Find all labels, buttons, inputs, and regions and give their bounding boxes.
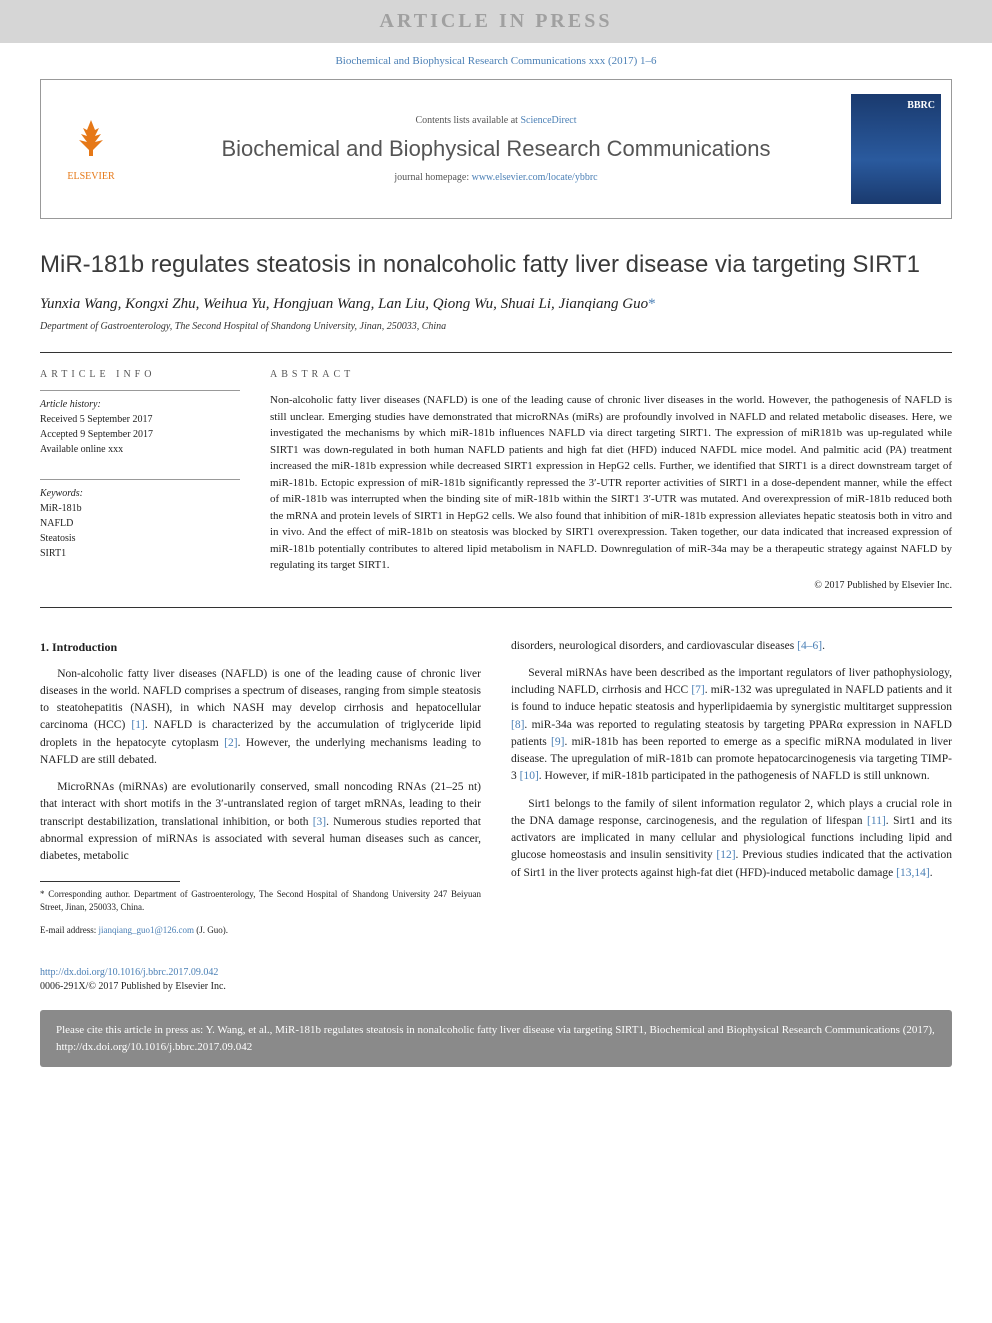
- p3b: .: [822, 640, 825, 652]
- article-in-press-banner: ARTICLE IN PRESS: [0, 0, 992, 43]
- issn-copyright: 0006-291X/© 2017 Published by Elsevier I…: [40, 980, 952, 994]
- keywords-label: Keywords:: [40, 488, 240, 499]
- keyword-1: MiR-181b: [40, 501, 240, 516]
- abstract-text: Non-alcoholic fatty liver diseases (NAFL…: [270, 392, 952, 574]
- p3a: disorders, neurological disorders, and c…: [511, 640, 797, 652]
- ref-10[interactable]: [10]: [520, 770, 539, 782]
- journal-name: Biochemical and Biophysical Research Com…: [161, 136, 831, 162]
- keyword-2: NAFLD: [40, 516, 240, 531]
- keywords-section: Keywords: MiR-181b NAFLD Steatosis SIRT1: [40, 479, 240, 569]
- article-info-sidebar: ARTICLE INFO Article history: Received 5…: [40, 369, 240, 591]
- ref-2[interactable]: [2]: [224, 737, 237, 749]
- corresponding-mark: *: [648, 296, 656, 312]
- sciencedirect-link[interactable]: ScienceDirect: [520, 115, 576, 126]
- history-label: Article history:: [40, 399, 240, 410]
- journal-reference: Biochemical and Biophysical Research Com…: [0, 43, 992, 79]
- intro-p5: Sirt1 belongs to the family of silent in…: [511, 796, 952, 882]
- authors-names: Yunxia Wang, Kongxi Zhu, Weihua Yu, Hong…: [40, 296, 648, 312]
- doi-link[interactable]: http://dx.doi.org/10.1016/j.bbrc.2017.09…: [40, 966, 952, 980]
- ref-13-14[interactable]: [13,14]: [896, 867, 930, 879]
- p5d: .: [930, 867, 933, 879]
- journal-cover-thumbnail: [851, 94, 941, 204]
- corresponding-footnote: * Corresponding author. Department of Ga…: [40, 888, 481, 913]
- email-link[interactable]: jianqiang_guo1@126.com: [98, 925, 194, 935]
- contents-prefix: Contents lists available at: [415, 115, 520, 126]
- ref-9[interactable]: [9]: [551, 736, 564, 748]
- homepage-prefix: journal homepage:: [394, 172, 471, 183]
- history-section: Article history: Received 5 September 20…: [40, 390, 240, 465]
- footnote-rule: [40, 881, 180, 882]
- body-columns: 1. Introduction Non-alcoholic fatty live…: [40, 638, 952, 947]
- section-divider-2: [40, 607, 952, 608]
- abstract-copyright: © 2017 Published by Elsevier Inc.: [270, 580, 952, 591]
- publisher-name: ELSEVIER: [67, 171, 114, 182]
- article-title: MiR-181b regulates steatosis in nonalcoh…: [40, 249, 952, 280]
- abstract-block: ABSTRACT Non-alcoholic fatty liver disea…: [270, 369, 952, 591]
- keyword-3: Steatosis: [40, 531, 240, 546]
- affiliation: Department of Gastroenterology, The Seco…: [40, 321, 952, 332]
- homepage-line: journal homepage: www.elsevier.com/locat…: [161, 172, 831, 183]
- contents-list-line: Contents lists available at ScienceDirec…: [161, 115, 831, 126]
- abstract-heading: ABSTRACT: [270, 369, 952, 380]
- ref-3[interactable]: [3]: [313, 816, 326, 828]
- p4e: . However, if miR-181b participated in t…: [539, 770, 930, 782]
- homepage-link[interactable]: www.elsevier.com/locate/ybbrc: [472, 172, 598, 183]
- intro-p4: Several miRNAs have been described as th…: [511, 665, 952, 786]
- doi-block: http://dx.doi.org/10.1016/j.bbrc.2017.09…: [40, 966, 952, 994]
- intro-p1: Non-alcoholic fatty liver diseases (NAFL…: [40, 666, 481, 770]
- received-date: Received 5 September 2017: [40, 412, 240, 427]
- article-info-heading: ARTICLE INFO: [40, 369, 240, 380]
- header-center: Contents lists available at ScienceDirec…: [141, 105, 851, 193]
- introduction-heading: 1. Introduction: [40, 638, 481, 656]
- elsevier-tree-icon: [69, 116, 113, 169]
- authors-list: Yunxia Wang, Kongxi Zhu, Weihua Yu, Hong…: [40, 296, 952, 313]
- elsevier-logo: ELSEVIER: [41, 106, 141, 192]
- email-footnote: E-mail address: jianqiang_guo1@126.com (…: [40, 924, 481, 937]
- accepted-date: Accepted 9 September 2017: [40, 427, 240, 442]
- journal-header: ELSEVIER Contents lists available at Sci…: [40, 79, 952, 219]
- ref-8[interactable]: [8]: [511, 719, 524, 731]
- keyword-4: SIRT1: [40, 546, 240, 561]
- ref-12[interactable]: [12]: [716, 849, 735, 861]
- email-label: E-mail address:: [40, 925, 98, 935]
- citation-box: Please cite this article in press as: Y.…: [40, 1010, 952, 1067]
- ref-4-6[interactable]: [4–6]: [797, 640, 822, 652]
- ref-1[interactable]: [1]: [131, 719, 144, 731]
- ref-11[interactable]: [11]: [867, 815, 886, 827]
- available-date: Available online xxx: [40, 442, 240, 457]
- right-column: disorders, neurological disorders, and c…: [511, 638, 952, 947]
- intro-p3: disorders, neurological disorders, and c…: [511, 638, 952, 655]
- email-suffix: (J. Guo).: [194, 925, 228, 935]
- info-abstract-row: ARTICLE INFO Article history: Received 5…: [40, 353, 952, 591]
- intro-p2: MicroRNAs (miRNAs) are evolutionarily co…: [40, 779, 481, 865]
- left-column: 1. Introduction Non-alcoholic fatty live…: [40, 638, 481, 947]
- ref-7[interactable]: [7]: [691, 684, 704, 696]
